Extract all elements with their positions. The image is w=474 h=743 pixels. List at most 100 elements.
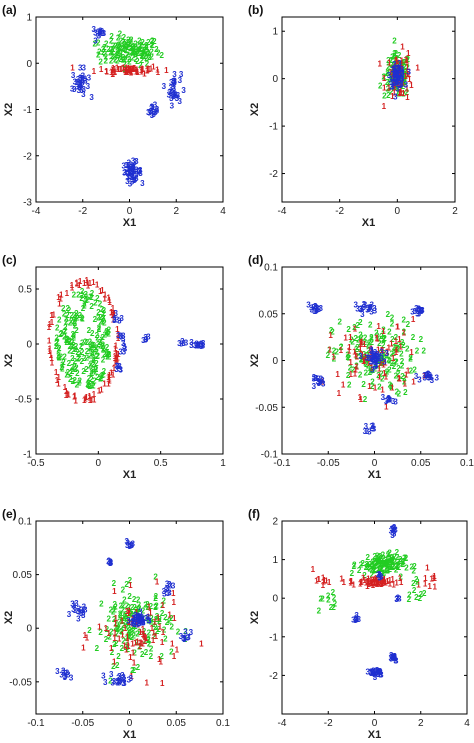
data-point: 2 <box>90 329 95 338</box>
data-point: 3 <box>83 605 88 614</box>
data-point: 2 <box>135 630 140 639</box>
data-point: 2 <box>391 562 396 571</box>
data-point: 2 <box>54 333 59 342</box>
data-point: 2 <box>395 84 400 93</box>
data-point: 2 <box>393 56 398 65</box>
data-point: 1 <box>375 334 380 343</box>
data-point: 2 <box>402 553 407 562</box>
data-point: 1 <box>397 374 402 383</box>
data-point: 2 <box>183 635 188 644</box>
data-point: 3 <box>169 78 174 87</box>
data-point: 1 <box>415 64 420 73</box>
data-point: 3 <box>172 79 177 88</box>
data-point: 3 <box>184 339 189 348</box>
data-point: 2 <box>75 314 80 323</box>
data-point: 1 <box>130 65 135 74</box>
data-point: 1 <box>128 66 133 75</box>
data-point: 2 <box>82 300 87 309</box>
data-point: 1 <box>393 62 398 71</box>
data-point: 3 <box>81 608 86 617</box>
data-point: 2 <box>123 45 128 54</box>
data-point: 3 <box>393 70 398 79</box>
data-point: 2 <box>380 357 385 366</box>
data-point: 2 <box>140 52 145 61</box>
data-point: 3 <box>75 83 80 92</box>
data-point: 3 <box>149 104 154 113</box>
data-point: 3 <box>373 362 378 371</box>
data-point: 1 <box>361 357 366 366</box>
data-point: 3 <box>392 69 397 78</box>
data-point: 2 <box>154 45 159 54</box>
data-point: 1 <box>112 587 117 596</box>
data-point: 1 <box>383 359 388 368</box>
data-point: 2 <box>378 81 383 90</box>
data-point: 3 <box>150 103 155 112</box>
data-point: 2 <box>381 73 386 82</box>
data-point: 2 <box>143 46 148 55</box>
data-point: 2 <box>389 382 394 391</box>
data-point: 3 <box>121 161 126 170</box>
data-point: 1 <box>103 291 108 300</box>
data-point: 2 <box>139 40 144 49</box>
data-point: 2 <box>398 557 403 566</box>
data-point: 1 <box>147 65 152 74</box>
data-point: 2 <box>385 559 390 568</box>
data-point: 1 <box>375 578 380 587</box>
data-point: 3 <box>128 179 133 188</box>
data-point: 2 <box>86 379 91 388</box>
data-point: 1 <box>376 322 381 331</box>
data-point: 2 <box>95 373 100 382</box>
data-point: 3 <box>393 93 398 102</box>
y-tick-label: -0.1 <box>261 450 279 461</box>
data-point: 3 <box>100 29 105 38</box>
data-point: 2 <box>95 294 100 303</box>
data-point: 3 <box>138 613 143 622</box>
data-point: 1 <box>389 340 394 349</box>
data-point: 1 <box>377 373 382 382</box>
data-point: 2 <box>399 76 404 85</box>
data-point: 2 <box>92 345 97 354</box>
data-point: 2 <box>54 339 59 348</box>
data-point: 2 <box>144 54 149 63</box>
data-point: 3 <box>140 619 145 628</box>
data-point: 3 <box>194 342 199 351</box>
data-point: 3 <box>137 617 142 626</box>
data-point: 3 <box>93 29 98 38</box>
data-point: 2 <box>386 558 391 567</box>
data-point: 3 <box>162 589 167 598</box>
data-point: 2 <box>392 343 397 352</box>
data-point: 3 <box>372 304 377 313</box>
data-point: 1 <box>395 322 400 331</box>
data-point: 3 <box>138 614 143 623</box>
data-point: 3 <box>80 86 85 95</box>
data-point: 2 <box>382 334 387 343</box>
data-point: 2 <box>394 562 399 571</box>
data-point: 2 <box>98 313 103 322</box>
data-point: 3 <box>355 304 360 313</box>
data-point: 1 <box>73 392 78 401</box>
data-point: 1 <box>129 69 134 78</box>
data-point: 3 <box>141 336 146 345</box>
data-point: 2 <box>387 357 392 366</box>
data-point: 3 <box>126 169 131 178</box>
data-point: 1 <box>432 572 437 581</box>
data-point: 2 <box>70 354 75 363</box>
data-point: 2 <box>385 567 390 576</box>
data-point: 2 <box>366 563 371 572</box>
data-point: 3 <box>318 378 323 387</box>
data-point: 3 <box>353 616 358 625</box>
data-point: 1 <box>47 320 52 329</box>
data-point: 2 <box>392 61 397 70</box>
data-point: 2 <box>400 362 405 371</box>
data-point: 1 <box>382 369 387 378</box>
data-point: 2 <box>113 603 118 612</box>
data-point: 3 <box>128 169 133 178</box>
data-point: 2 <box>365 355 370 364</box>
data-point: 2 <box>390 69 395 78</box>
data-point: 2 <box>153 623 158 632</box>
data-point: 1 <box>406 70 411 79</box>
data-point: 2 <box>115 661 120 670</box>
data-point: 3 <box>395 69 400 78</box>
data-point: 3 <box>132 176 137 185</box>
